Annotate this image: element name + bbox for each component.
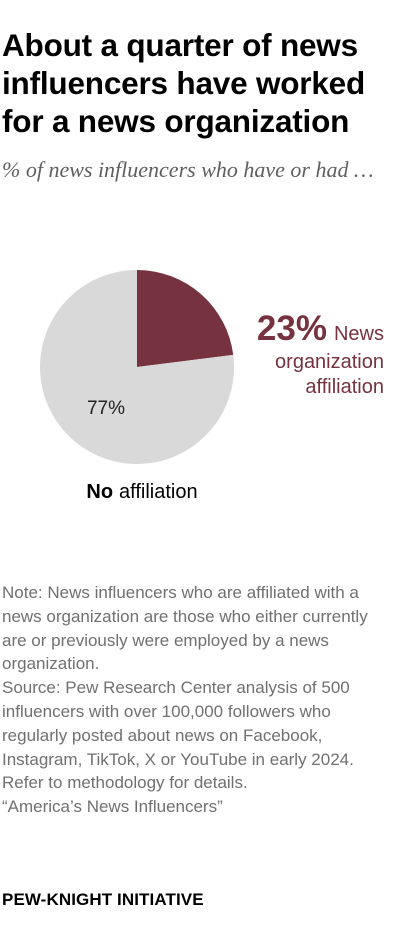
- slice-label-no-affiliation-bold: No: [86, 481, 113, 503]
- slice-label-affiliation-line-3: affiliation: [305, 376, 384, 398]
- report-title: “America’s News Influencers”: [2, 797, 223, 817]
- note-text: Note: News influencers who are affiliate…: [2, 583, 368, 674]
- pie-slice-news-organization-affiliation: [137, 270, 234, 367]
- slice-value-label-no-affiliation: 77%: [87, 398, 125, 419]
- chart-title: About a quarter of news influencers have…: [2, 27, 366, 139]
- slice-label-affiliation-line-2: organization: [275, 351, 384, 373]
- footer-logo: PEW-KNIGHT INITIATIVE: [2, 890, 204, 909]
- source-text: Source: Pew Research Center analysis of …: [2, 678, 354, 793]
- slice-category-word-1: News: [334, 323, 384, 345]
- pie-slice-no-affiliation: [40, 270, 235, 464]
- slice-label-affiliation-line-1: 23% News: [257, 309, 384, 348]
- slice-value-label-affiliation: 23%: [257, 309, 327, 348]
- slice-label-no-affiliation-rest: affiliation: [119, 481, 198, 503]
- chart-subtitle: % of news influencers who have or had …: [2, 157, 374, 182]
- chart-notes: Note: News influencers who are affiliate…: [2, 581, 394, 819]
- slice-label-no-affiliation: No affiliation: [86, 481, 197, 503]
- pie-slices: [40, 270, 235, 464]
